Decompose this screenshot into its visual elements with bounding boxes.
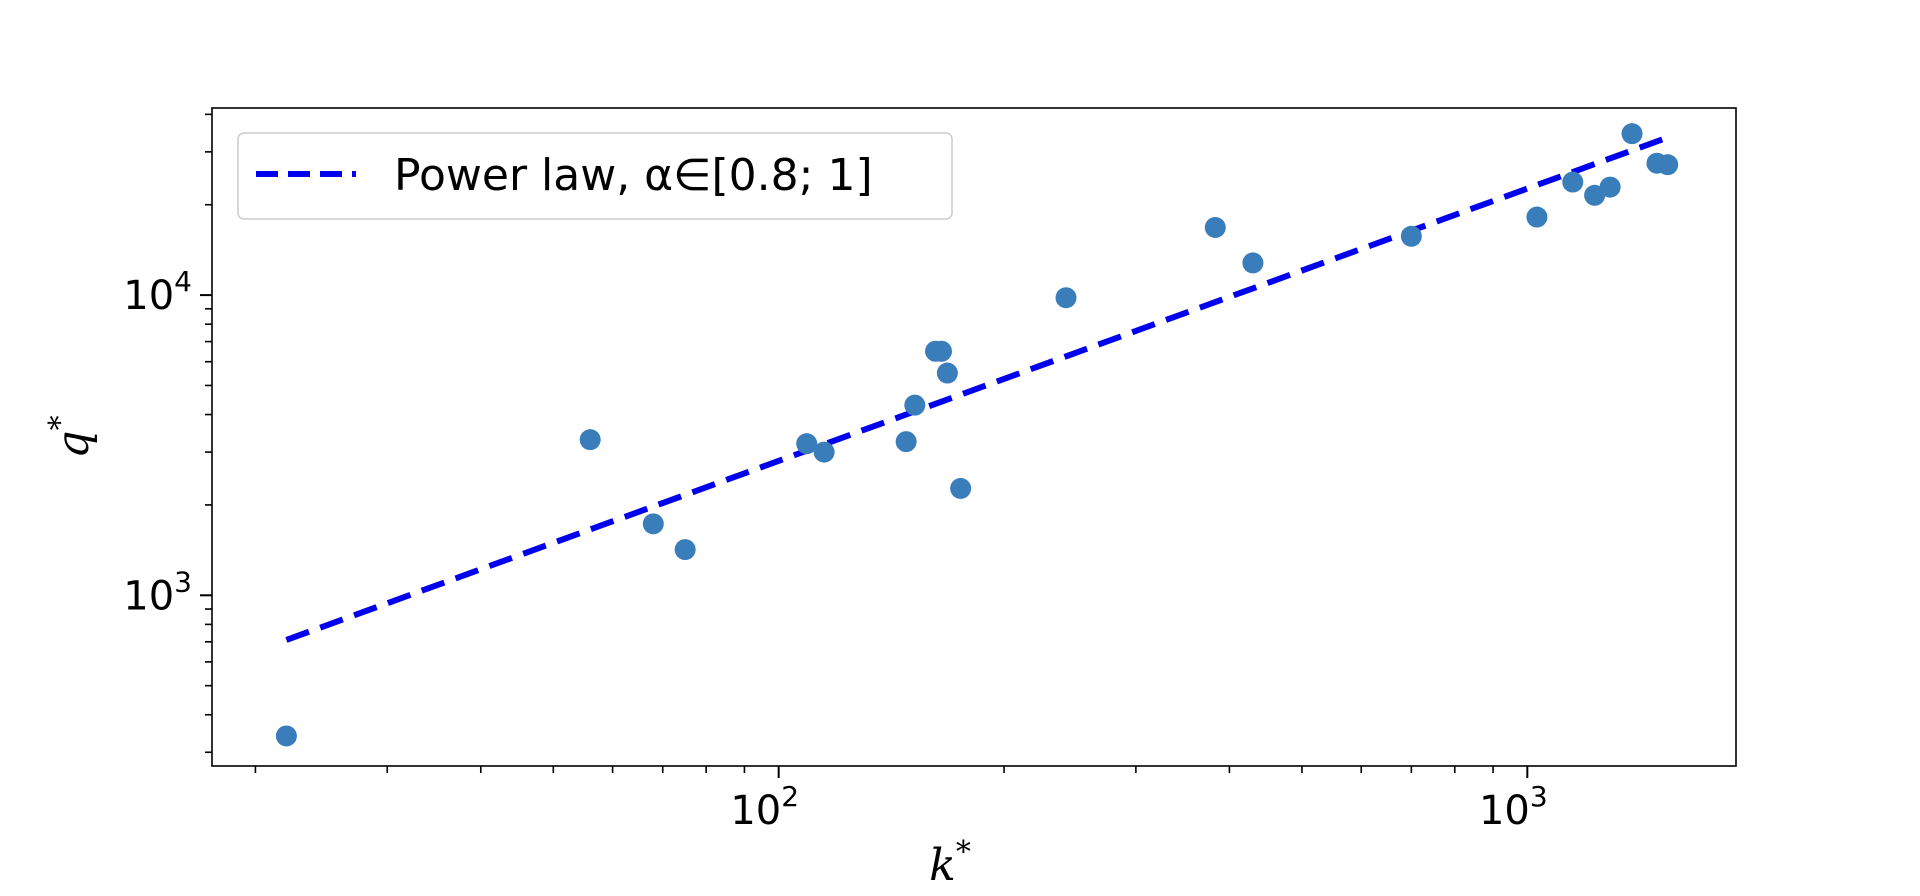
y-tick-label: 103 — [123, 565, 192, 619]
data-point — [1526, 206, 1548, 228]
data-point — [931, 340, 953, 362]
x-tick-label: 102 — [730, 780, 799, 834]
fit-layer — [285, 134, 1669, 643]
y-major-ticks: 103 104 — [123, 265, 212, 619]
data-point — [275, 725, 297, 747]
x-major-ticks: 102 103 — [730, 766, 1548, 834]
legend: Power law, α∈[0.8; 1] — [237, 132, 953, 220]
data-point — [936, 362, 958, 384]
data-point — [1621, 123, 1643, 145]
data-point — [904, 394, 926, 416]
plot-area-frame — [211, 107, 1737, 767]
data-point — [1204, 216, 1226, 238]
x-tick-label: 103 — [1479, 780, 1548, 834]
x-minor-ticks — [254, 766, 1494, 773]
y-minor-ticks — [205, 113, 212, 754]
data-point — [642, 513, 664, 535]
data-point — [1242, 252, 1264, 274]
data-point — [1055, 287, 1077, 309]
data-point — [895, 431, 917, 453]
data-point — [579, 429, 601, 451]
power-law-fit-line — [285, 134, 1669, 643]
data-point — [813, 441, 835, 463]
data-point — [1562, 171, 1584, 193]
data-point — [796, 433, 818, 455]
data-point — [674, 539, 696, 561]
y-axis-label: q* — [43, 415, 99, 458]
data-point — [1400, 225, 1422, 247]
legend-label: Power law, α∈[0.8; 1] — [394, 150, 873, 201]
points-layer — [275, 123, 1679, 747]
data-point — [1584, 184, 1606, 206]
data-point — [1657, 154, 1679, 176]
y-tick-label: 104 — [123, 265, 192, 319]
legend-box — [237, 132, 953, 220]
data-point — [950, 477, 972, 499]
data-point — [1599, 176, 1621, 198]
x-axis-label: k* — [929, 835, 971, 891]
